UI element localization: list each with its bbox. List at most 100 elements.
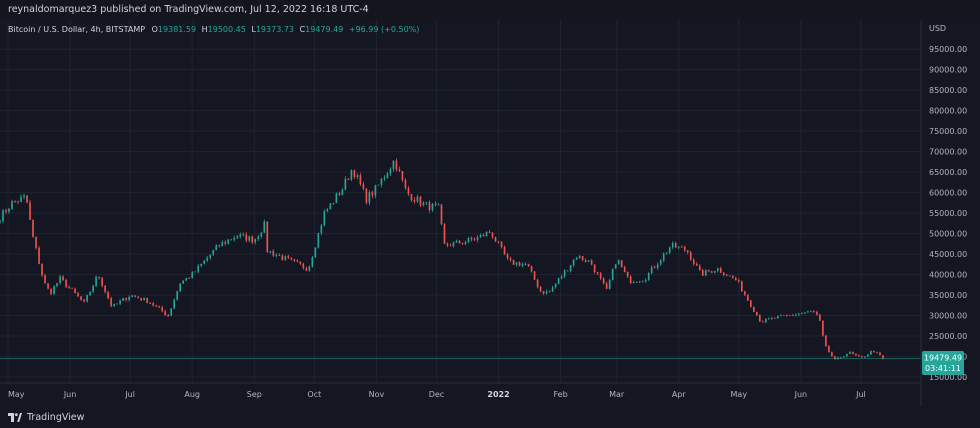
price-chart[interactable]: USD 95000.00 90000.00 85000.00 80000.00 7500… — [0, 20, 980, 406]
candle-down — [65, 280, 67, 287]
candle-down — [698, 265, 701, 271]
candle-up — [641, 281, 644, 283]
candle-up — [59, 276, 61, 284]
candle-up — [804, 312, 806, 314]
candle-up — [635, 282, 638, 283]
candle-down — [224, 242, 227, 244]
candle-down — [167, 314, 170, 316]
candle-down — [758, 315, 761, 322]
candle-up — [608, 280, 611, 289]
candle-down — [17, 201, 19, 203]
candle-down — [458, 240, 461, 244]
candle-down — [107, 291, 109, 299]
candle-down — [731, 275, 734, 278]
y-tick-label: 45000.00 — [929, 250, 967, 259]
candle-down — [506, 254, 509, 259]
candle-down — [404, 179, 407, 189]
y-tick-label: 35000.00 — [929, 291, 967, 300]
candle-down — [287, 256, 290, 258]
candle-up — [344, 178, 347, 190]
candle-down — [347, 178, 350, 180]
candle-down — [584, 260, 587, 262]
candle-down — [281, 255, 284, 260]
candle-up — [716, 268, 719, 271]
candle-up — [662, 253, 665, 261]
candle-down — [626, 271, 629, 277]
candle-down — [41, 263, 43, 276]
candle-down — [242, 234, 245, 236]
candle-down — [299, 261, 302, 264]
candle-down — [786, 315, 788, 316]
candle-up — [650, 267, 653, 274]
candle-down — [152, 303, 154, 306]
candle-up — [840, 357, 842, 359]
grid-lines — [0, 20, 921, 383]
candle-down — [305, 267, 308, 271]
candle-down — [596, 271, 599, 274]
time-axis-labels[interactable]: May Jun Jul Aug Sep Oct Nov Dec 2022 Feb Mar Apr May… — [8, 390, 866, 399]
candle-down — [822, 320, 824, 336]
candle-down — [581, 256, 584, 261]
candle-up — [119, 300, 121, 304]
candle-down — [164, 311, 167, 315]
candle-down — [245, 234, 248, 241]
candle-up — [248, 236, 251, 241]
candle-up — [269, 251, 272, 253]
y-tick-label: 75000.00 — [929, 127, 967, 136]
x-tick-label: Jun — [794, 390, 808, 399]
candle-down — [395, 160, 398, 170]
candle-down — [497, 241, 500, 243]
candle-down — [461, 243, 464, 245]
candle-up — [131, 295, 133, 297]
candle-up — [849, 351, 851, 355]
candle-up — [548, 291, 551, 293]
candle-up — [795, 314, 797, 316]
candle-down — [398, 169, 401, 171]
candle-up — [53, 286, 55, 294]
tradingview-logo[interactable]: TradingView — [8, 412, 84, 423]
candle-down — [653, 267, 656, 269]
candle-down — [828, 346, 830, 353]
candle-up — [780, 314, 782, 316]
candle-up — [236, 236, 239, 238]
candle-down — [602, 278, 605, 284]
candle-down — [5, 210, 7, 212]
tradingview-logo-icon — [8, 413, 22, 422]
candle-up — [557, 278, 560, 284]
currency-label: USD — [929, 24, 946, 33]
candles — [0, 158, 884, 360]
candle-down — [149, 302, 151, 304]
price-axis-bg — [921, 20, 980, 406]
candle-up — [326, 209, 329, 212]
candle-down — [530, 266, 533, 272]
candle-down — [707, 270, 710, 272]
chart-frame[interactable]: USD 95000.00 90000.00 85000.00 80000.00 7500… — [0, 20, 980, 406]
candle-up — [479, 234, 482, 238]
candle-down — [825, 335, 827, 347]
y-tick-label: 60000.00 — [929, 189, 967, 198]
candle-down — [683, 246, 686, 251]
candle-up — [197, 265, 200, 272]
candle-up — [185, 278, 188, 281]
candle-down — [689, 252, 692, 260]
price-axis-labels[interactable]: 95000.00 90000.00 85000.00 80000.00 75000.00… — [929, 45, 967, 382]
candle-up — [416, 196, 419, 202]
legend-symbol: Bitcoin / U.S. Dollar, 4h, BITSTAMP — [8, 25, 145, 34]
candle-down — [413, 199, 416, 202]
price-tag-value: 19479.49 — [924, 354, 962, 363]
candle-down — [428, 202, 431, 210]
candle-down — [62, 276, 64, 281]
candle-down — [855, 353, 857, 356]
candle-up — [551, 287, 554, 292]
candle-up — [810, 311, 812, 312]
y-tick-label: 80000.00 — [929, 107, 967, 116]
candle-up — [632, 282, 635, 284]
candle-down — [774, 317, 776, 319]
candle-up — [677, 246, 680, 248]
candle-down — [542, 291, 545, 294]
candle-down — [446, 243, 449, 246]
candle-down — [98, 276, 100, 278]
candle-up — [377, 184, 380, 186]
candle-down — [44, 275, 46, 284]
legend-low-value: 19373.73 — [256, 25, 294, 34]
